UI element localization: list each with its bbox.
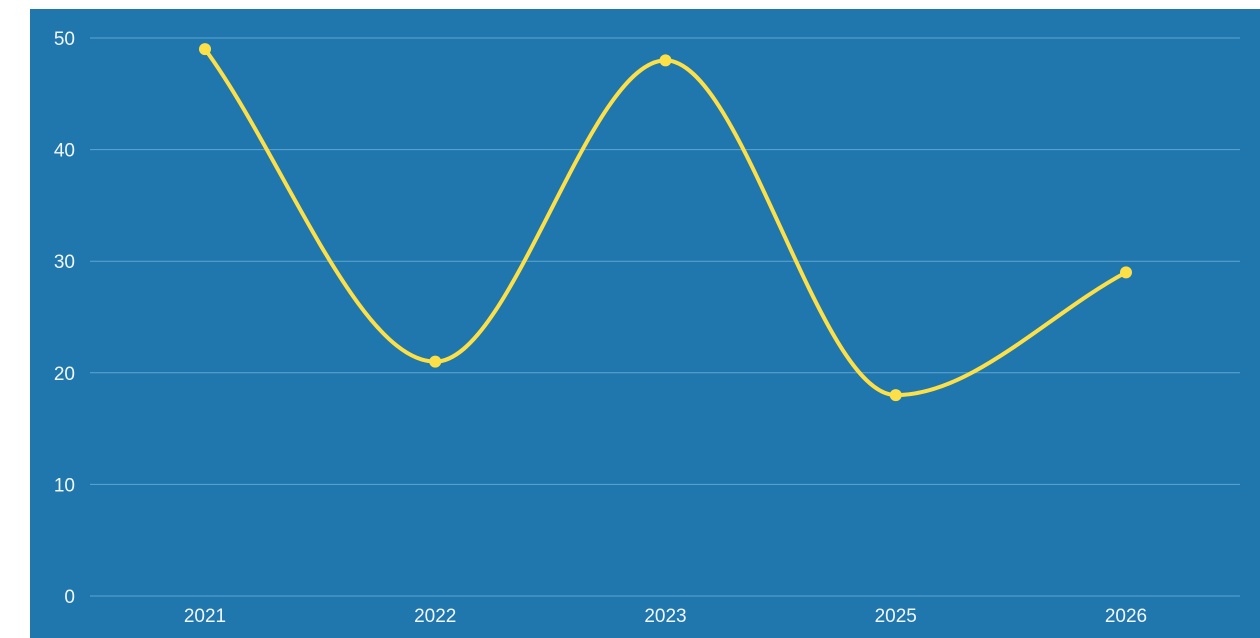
x-tick-label: 2025 bbox=[875, 606, 917, 627]
data-point-2026[interactable] bbox=[1120, 266, 1132, 279]
y-axis-tick-labels: 0 10 20 30 40 50 bbox=[54, 29, 75, 608]
gridlines bbox=[90, 37, 1240, 597]
y-tick-label: 30 bbox=[54, 252, 75, 273]
data-point-2022[interactable] bbox=[429, 355, 442, 368]
x-axis-tick-labels: 2021 2022 2023 2025 2026 bbox=[184, 606, 1147, 627]
x-tick-label: 2023 bbox=[644, 606, 686, 627]
plot-panel bbox=[30, 9, 1260, 638]
x-tick-label: 2021 bbox=[184, 606, 226, 627]
data-point-2025[interactable] bbox=[889, 389, 902, 402]
data-points bbox=[199, 43, 1132, 402]
series-layer bbox=[203, 47, 1128, 398]
y-tick-label: 50 bbox=[54, 29, 75, 50]
y-tick-label: 10 bbox=[54, 475, 75, 496]
data-point-2023[interactable] bbox=[659, 54, 672, 67]
x-tick-label: 2026 bbox=[1105, 606, 1147, 627]
y-tick-label: 40 bbox=[54, 141, 75, 162]
data-point-2021[interactable] bbox=[199, 43, 211, 56]
series-line-0 bbox=[203, 47, 1128, 398]
y-tick-label: 20 bbox=[54, 364, 75, 385]
y-tick-label: 0 bbox=[64, 587, 75, 608]
x-tick-label: 2022 bbox=[414, 606, 456, 627]
